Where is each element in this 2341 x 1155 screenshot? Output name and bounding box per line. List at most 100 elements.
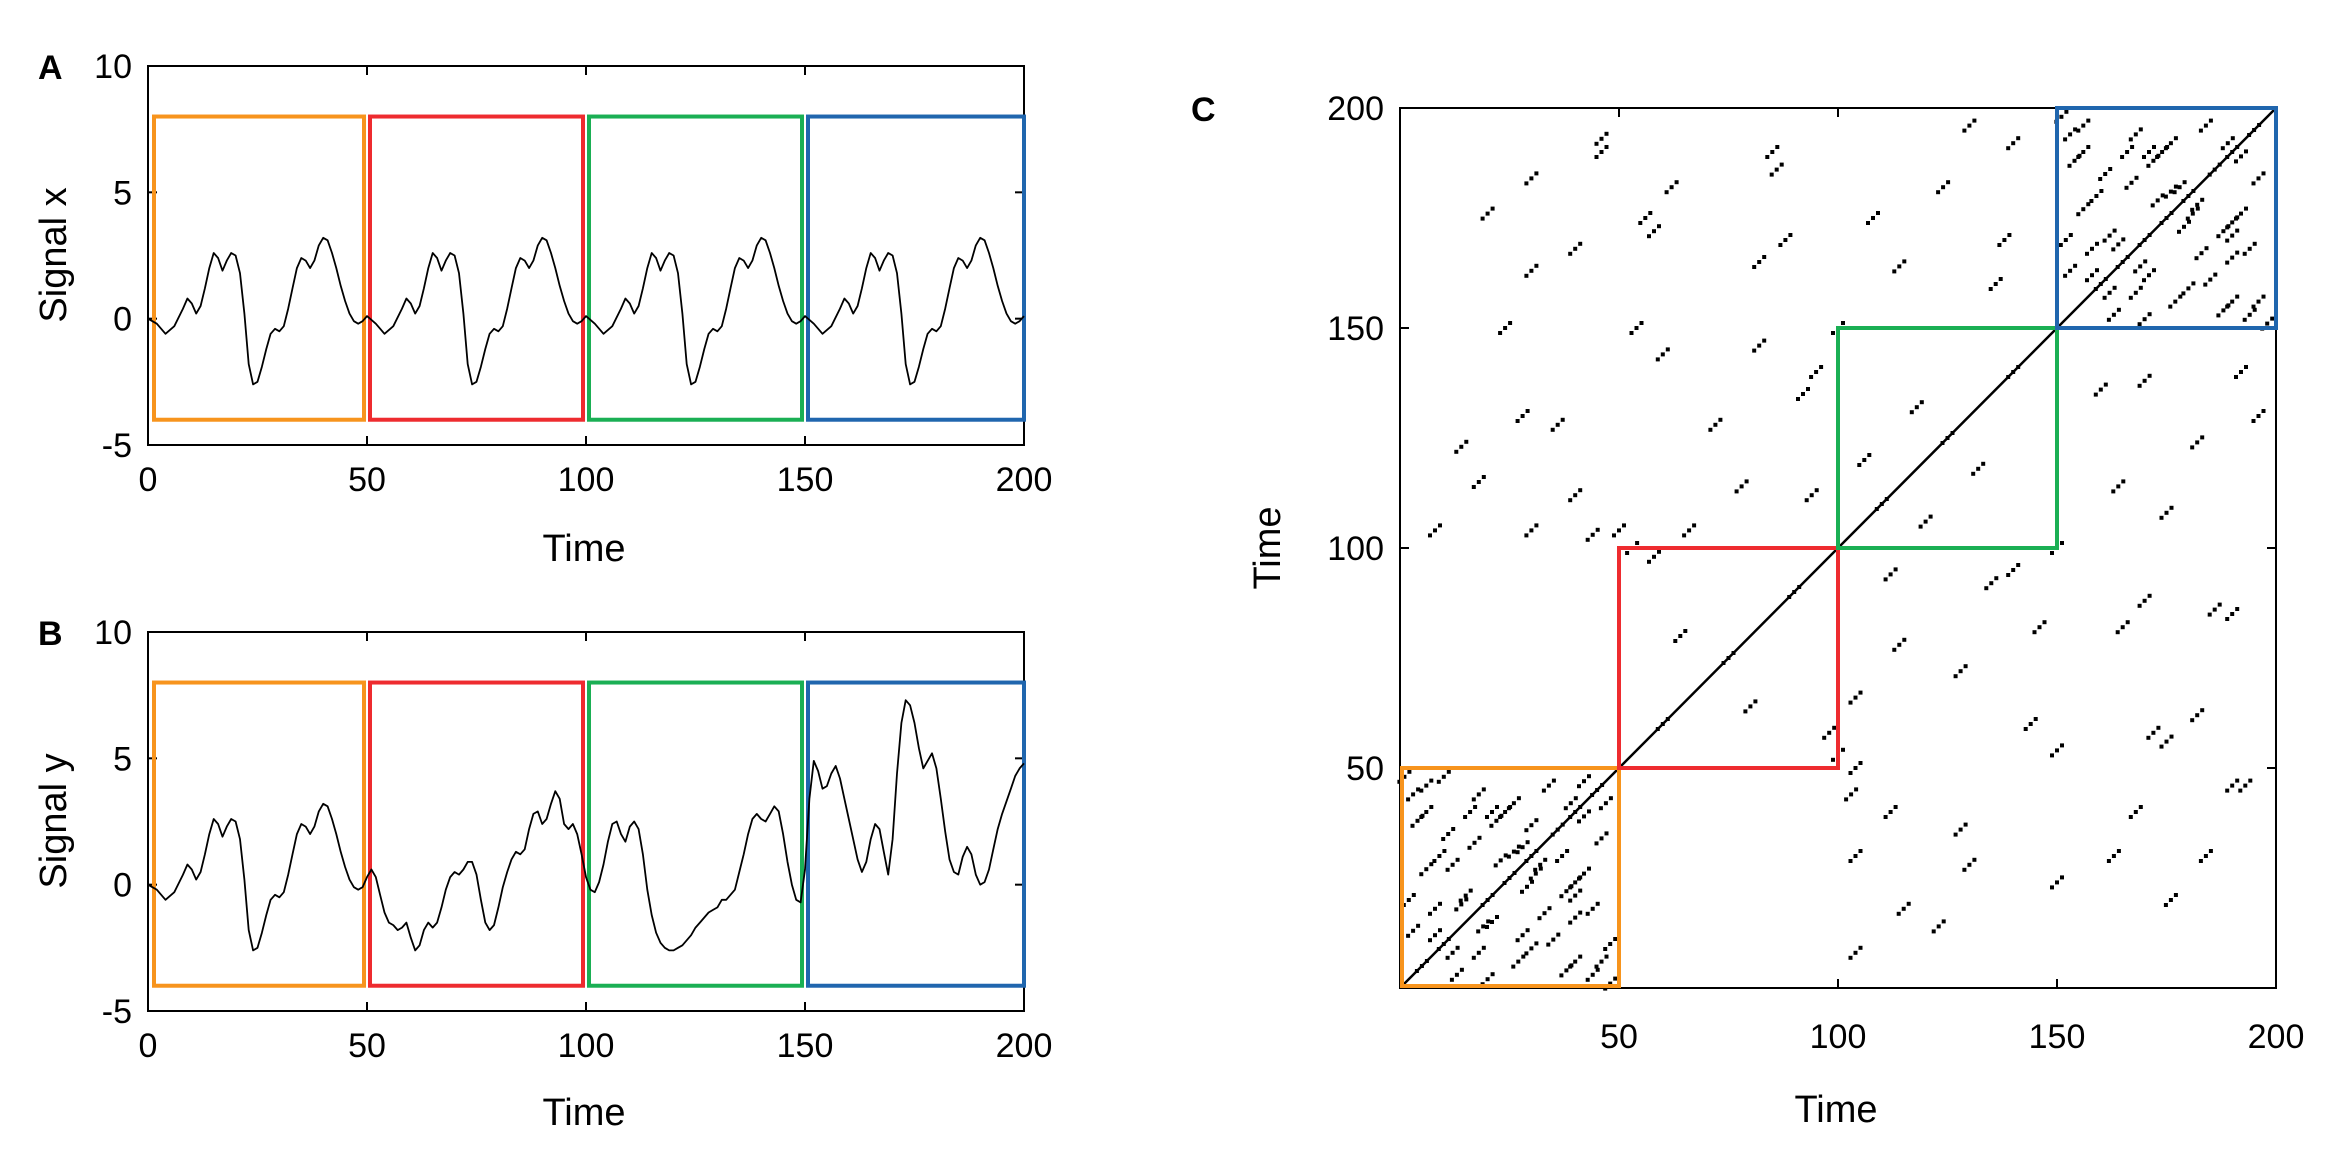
recurrence-point <box>2213 272 2218 277</box>
recurrence-point <box>1524 181 1529 186</box>
panel-b-y-label: Signal y <box>33 753 75 888</box>
recurrence-point <box>1848 700 1853 705</box>
recurrence-point <box>2085 278 2089 283</box>
recurrence-point <box>2235 294 2240 299</box>
recurrence-point <box>1634 326 1639 330</box>
recurrence-point <box>1485 977 1490 982</box>
recurrence-point <box>1419 872 1424 877</box>
recurrence-point <box>2067 163 2072 168</box>
recurrence-point <box>2212 607 2217 612</box>
recurrence-point <box>1931 929 1936 934</box>
recurrence-point <box>1534 941 1539 946</box>
recurrence-point <box>2028 722 2033 726</box>
recurrence-point <box>2064 109 2069 114</box>
recurrence-point <box>1936 924 1941 929</box>
recurrence-point <box>2111 489 2116 494</box>
recurrence-point <box>1928 514 1933 519</box>
recurrence-point <box>2143 259 2148 264</box>
recurrence-point <box>1972 118 1977 123</box>
recurrence-point <box>1858 761 1863 765</box>
recurrence-point <box>1481 475 1486 479</box>
recurrence-point <box>2076 212 2081 217</box>
recurrence-point <box>1454 907 1459 912</box>
recurrence-point <box>2068 132 2073 137</box>
recurrence-point <box>2006 146 2011 151</box>
recurrence-point <box>1604 831 1609 836</box>
recurrence-point <box>2151 730 2156 735</box>
recurrence-point <box>2133 132 2138 137</box>
recurrence-point <box>1682 533 1687 538</box>
recurrence-point <box>2090 273 2094 278</box>
recurrence-point <box>1997 243 2002 247</box>
recurrence-point <box>1603 986 1608 991</box>
recurrence-point <box>1516 796 1521 801</box>
recurrence-point <box>2142 598 2147 603</box>
recurrence-point <box>2086 145 2091 149</box>
recurrence-point <box>2093 392 2098 397</box>
y-tick-label: 5 <box>113 174 132 212</box>
recurrence-point <box>2106 859 2111 863</box>
recurrence-point <box>1743 709 1748 714</box>
recurrence-point <box>2239 370 2243 374</box>
recurrence-point <box>1594 841 1599 846</box>
recurrence-point <box>2235 228 2240 233</box>
recurrence-point <box>1428 533 1432 538</box>
recurrence-point <box>2137 603 2142 608</box>
recurrence-point <box>1962 128 1967 133</box>
recurrence-point <box>2190 445 2195 450</box>
recurrence-point <box>1788 233 1793 237</box>
recurrence-point <box>1506 806 1511 811</box>
recurrence-point <box>2108 167 2113 171</box>
x-tick-label: 200 <box>996 461 1053 499</box>
recurrence-point <box>2247 312 2252 317</box>
recurrence-point <box>1765 155 1770 159</box>
recurrence-point <box>1486 919 1491 924</box>
recurrence-point <box>1546 942 1551 947</box>
recurrence-point <box>1590 906 1595 911</box>
recurrence-point <box>1515 850 1520 855</box>
recurrence-point <box>2199 251 2204 256</box>
recurrence-point <box>1814 488 1819 493</box>
recurrence-point <box>2230 220 2235 225</box>
recurrence-point <box>2168 141 2173 146</box>
recurrence-point <box>2242 317 2247 322</box>
recurrence-point <box>2050 551 2054 555</box>
recurrence-point <box>2133 269 2138 274</box>
recurrence-point <box>2115 630 2120 635</box>
recurrence-point <box>2216 234 2221 239</box>
recurrence-point <box>1433 906 1437 911</box>
recurrence-point <box>1436 779 1441 784</box>
recurrence-point <box>1775 145 1780 149</box>
recurrence-point <box>2060 875 2064 880</box>
recurrence-point <box>2147 150 2151 154</box>
recurrence-point <box>1893 805 1898 809</box>
recurrence-point <box>2200 435 2205 440</box>
recurrence-point <box>2177 229 2181 234</box>
recurrence-point <box>2147 593 2152 598</box>
recurrence-point <box>1678 634 1683 638</box>
recurrence-point <box>1892 647 1897 652</box>
recurrence-point <box>2142 155 2146 159</box>
panel-c: C 50 100 150 200 50 100 150 200 Time Time <box>1191 90 2304 1131</box>
recurrence-point <box>1953 674 1958 679</box>
recurrence-point <box>1550 427 1555 432</box>
recurrence-point <box>2168 304 2173 309</box>
recurrence-point <box>2221 229 2226 234</box>
recurrence-point <box>1468 810 1473 814</box>
recurrence-point <box>1635 541 1640 545</box>
recurrence-point <box>2173 184 2178 189</box>
recurrence-point <box>1871 216 1875 220</box>
recurrence-point <box>2230 783 2235 788</box>
recurrence-point <box>1582 871 1586 876</box>
recurrence-point <box>1520 889 1524 894</box>
recurrence-point <box>1665 347 1670 352</box>
recurrence-point <box>1806 387 1810 391</box>
recurrence-point <box>1476 480 1481 484</box>
recurrence-point <box>2103 172 2108 176</box>
recurrence-point <box>1888 572 1893 577</box>
recurrence-point <box>1498 331 1503 335</box>
recurrence-point <box>2160 150 2165 154</box>
recurrence-point <box>1832 725 1837 730</box>
recurrence-point <box>2208 849 2213 853</box>
